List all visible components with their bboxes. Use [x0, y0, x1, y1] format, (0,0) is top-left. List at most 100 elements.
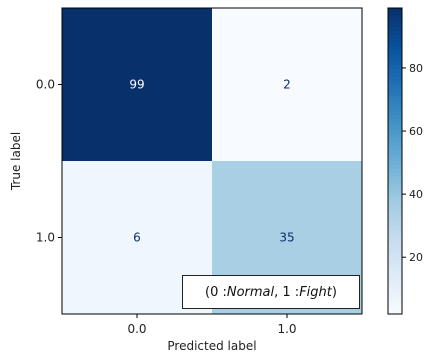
- colorbar-segment: [388, 69, 402, 74]
- colorbar-segment: [388, 103, 402, 109]
- cell-value-label: 6: [133, 231, 141, 245]
- colorbar-segment: [388, 141, 402, 147]
- colorbar-segment: [388, 27, 402, 32]
- colorbar-segment: [388, 138, 402, 143]
- cell-value-labels: 99 2 6 35: [129, 78, 294, 245]
- colorbar-segment: [388, 294, 402, 300]
- colorbar-segment: [388, 115, 402, 120]
- colorbar-segment: [388, 233, 402, 239]
- colorbar-segment: [388, 19, 402, 24]
- colorbar-segment: [388, 287, 402, 292]
- colorbar-segment: [388, 92, 402, 97]
- colorbar-segment: [388, 310, 402, 315]
- colorbar-segment: [388, 99, 402, 105]
- colorbar-segment: [388, 218, 402, 223]
- colorbar-segment: [388, 157, 402, 162]
- colorbar-segment: [388, 126, 402, 131]
- colorbar-segment: [388, 80, 402, 86]
- colorbar-segment: [388, 88, 402, 93]
- cell-value-label: 35: [279, 231, 294, 245]
- colorbar-segment: [388, 279, 402, 284]
- colorbar-segment: [388, 8, 402, 13]
- x-tick-label: 0.0: [127, 322, 146, 336]
- colorbar-segment: [388, 222, 402, 227]
- colorbar-segment: [388, 226, 402, 231]
- colorbar-segment: [388, 214, 402, 219]
- colorbar-segment: [388, 130, 402, 135]
- colorbar-segment: [388, 241, 402, 246]
- colorbar-segment: [388, 203, 402, 208]
- colorbar-segment: [388, 111, 402, 116]
- colorbar-segment: [388, 15, 402, 21]
- colorbar-segment: [388, 237, 402, 242]
- colorbar-segment: [388, 161, 402, 166]
- plot-frame: [61, 7, 363, 315]
- colorbar-segment: [388, 206, 402, 212]
- colorbar-frame: [387, 7, 403, 315]
- colorbar-segment: [388, 283, 402, 288]
- colorbar-tick-label: 40: [409, 188, 423, 201]
- colorbar-segment: [388, 46, 402, 51]
- axes: 0.0 1.0 0.0 1.0: [36, 78, 297, 337]
- y-axis-label: True label: [9, 132, 23, 191]
- colorbar-segment: [388, 122, 402, 128]
- colorbar-segment: [388, 57, 402, 63]
- colorbar-segment: [388, 195, 402, 200]
- colorbar-segment: [388, 107, 402, 112]
- colorbar-segment: [388, 248, 402, 254]
- colorbar-segment: [388, 191, 402, 197]
- annotation-open: (0 :: [205, 284, 227, 300]
- colorbar-segment: [388, 271, 402, 277]
- cell-value-label: 2: [283, 78, 291, 92]
- colorbar-segment: [388, 145, 402, 151]
- colorbar-segment: [388, 65, 402, 70]
- annotation-separator: , 1 :: [274, 284, 300, 300]
- colorbar-tick-label: 20: [409, 251, 423, 264]
- colorbar-segment: [388, 252, 402, 258]
- colorbar-tick-label: 80: [409, 62, 423, 75]
- colorbar-segment: [388, 42, 402, 47]
- annotation-class0: Normal: [226, 284, 275, 300]
- colorbar-segment: [388, 176, 402, 181]
- colorbar-segment: [388, 306, 402, 311]
- colorbar-segment: [388, 50, 402, 55]
- colorbar-segment: [388, 73, 402, 78]
- colorbar-segment: [388, 84, 402, 89]
- colorbar-segment: [388, 153, 402, 158]
- colorbar-segment: [388, 53, 402, 59]
- colorbar-segment: [388, 298, 402, 304]
- colorbar-segment: [388, 168, 402, 174]
- colorbar-segment: [388, 183, 402, 189]
- colorbar-segment: [388, 180, 402, 185]
- colorbar-segment: [388, 187, 402, 193]
- colorbar-segment: [388, 264, 402, 269]
- colorbar-tick-label: 60: [409, 125, 423, 138]
- cell-value-label: 99: [129, 78, 144, 92]
- colorbar-segment: [388, 23, 402, 28]
- colorbar-segment: [388, 256, 402, 262]
- colorbar-segment: [388, 61, 402, 66]
- colorbar-segment: [388, 199, 402, 204]
- colorbar-segment: [388, 164, 402, 170]
- colorbar-segment: [388, 149, 402, 154]
- heatmap-cell: [212, 8, 362, 161]
- colorbar-segment: [388, 275, 402, 281]
- y-tick-label: 1.0: [36, 231, 55, 245]
- heatmap-cell: [62, 8, 212, 161]
- colorbar-segment: [388, 11, 402, 17]
- colorbar-segment: [388, 229, 402, 235]
- colorbar-segment: [388, 268, 402, 273]
- colorbar-segment: [388, 38, 402, 44]
- colorbar-segment: [388, 245, 402, 250]
- colorbar-segment: [388, 118, 402, 124]
- heatmap-cells: [62, 8, 362, 314]
- annotation-class1: Fight: [299, 284, 332, 300]
- colorbar: 20 40 60 80: [387, 7, 423, 315]
- colorbar-segment: [388, 76, 402, 82]
- colorbar-segment: [388, 260, 402, 265]
- colorbar-segment: [388, 95, 402, 101]
- colorbar-segment: [388, 210, 402, 216]
- x-axis-label: Predicted label: [167, 339, 256, 353]
- annotation-close: ): [331, 284, 337, 300]
- x-tick-label: 1.0: [277, 322, 296, 336]
